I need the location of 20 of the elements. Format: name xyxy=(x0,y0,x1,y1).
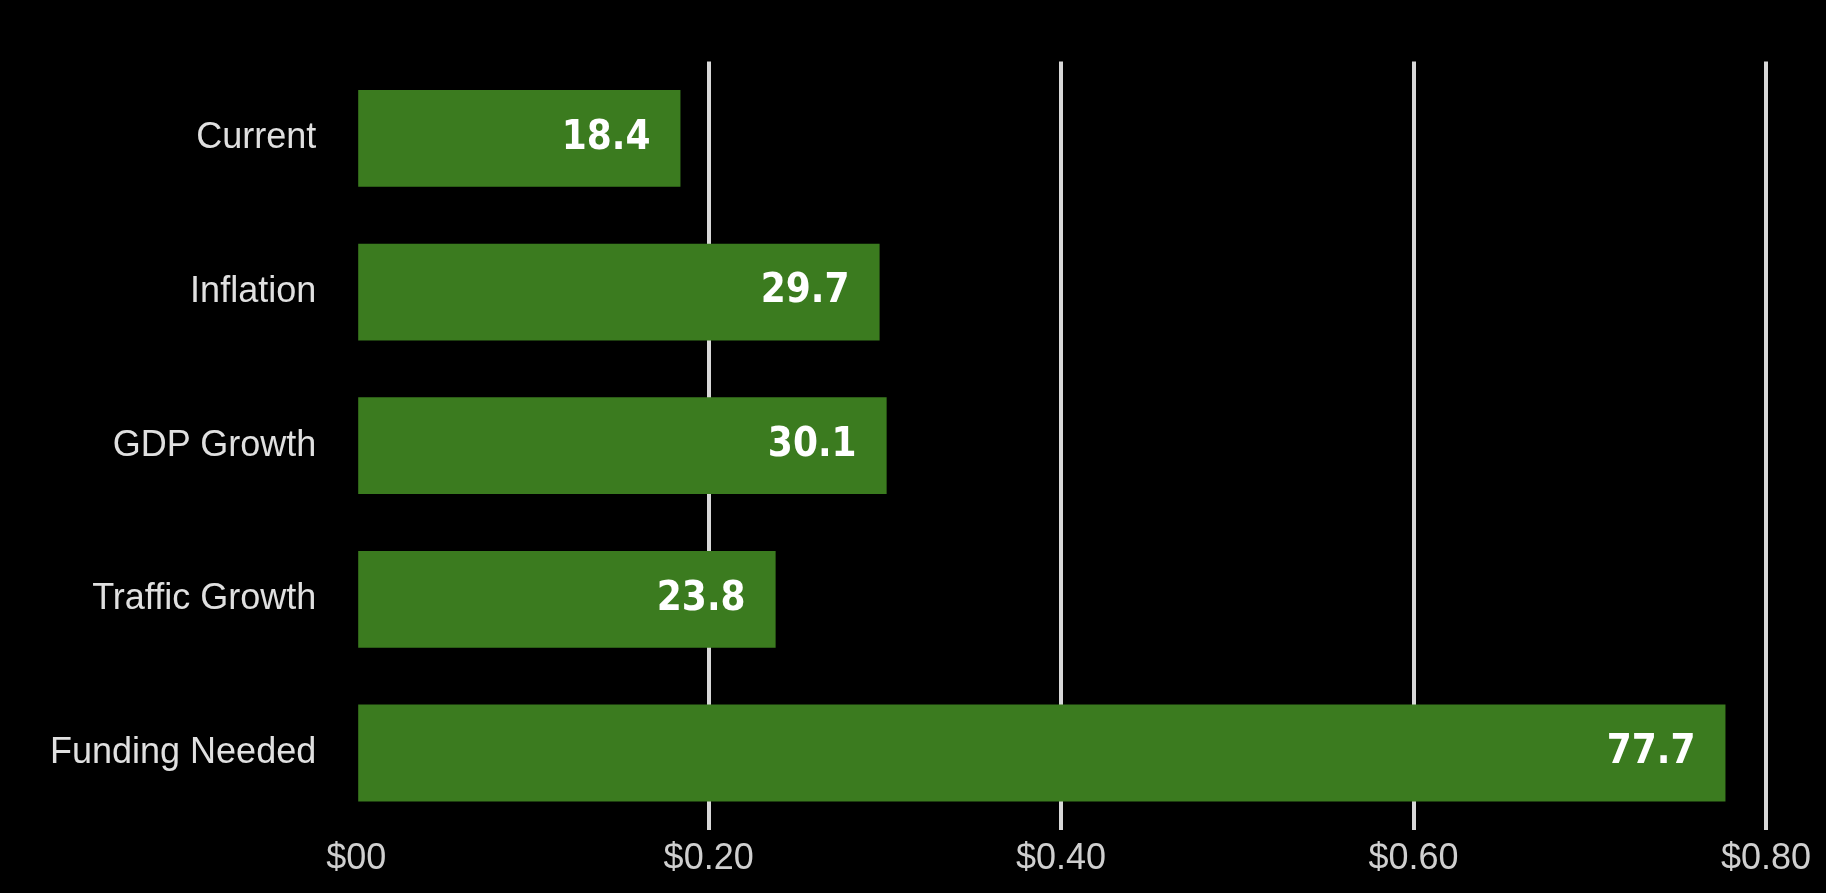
bar xyxy=(358,243,880,341)
annotation: 23.8 xyxy=(656,572,746,619)
bar xyxy=(358,397,887,495)
x-tick-label: $0.20 xyxy=(663,836,754,878)
annotation: 29.7 xyxy=(760,265,850,312)
y-tick-label: GDP Growth xyxy=(112,422,317,464)
x-tick-label: $00 xyxy=(326,836,387,878)
annotation: 18.4 xyxy=(561,111,651,158)
y-tick-label: Inflation xyxy=(190,268,317,310)
x-tick-label: $0.60 xyxy=(1368,836,1459,878)
bar xyxy=(358,704,1726,802)
y-tick-label: Funding Needed xyxy=(50,729,317,771)
y-tick-label: Current xyxy=(196,115,317,157)
x-tick-label: $0.40 xyxy=(1016,836,1107,878)
annotation: 77.7 xyxy=(1606,726,1696,773)
x-tick-label: $0.80 xyxy=(1720,836,1812,878)
bar xyxy=(358,90,681,187)
y-tick-label: Traffic Growth xyxy=(92,576,317,618)
annotation: 30.1 xyxy=(767,419,857,466)
bar xyxy=(358,550,776,648)
